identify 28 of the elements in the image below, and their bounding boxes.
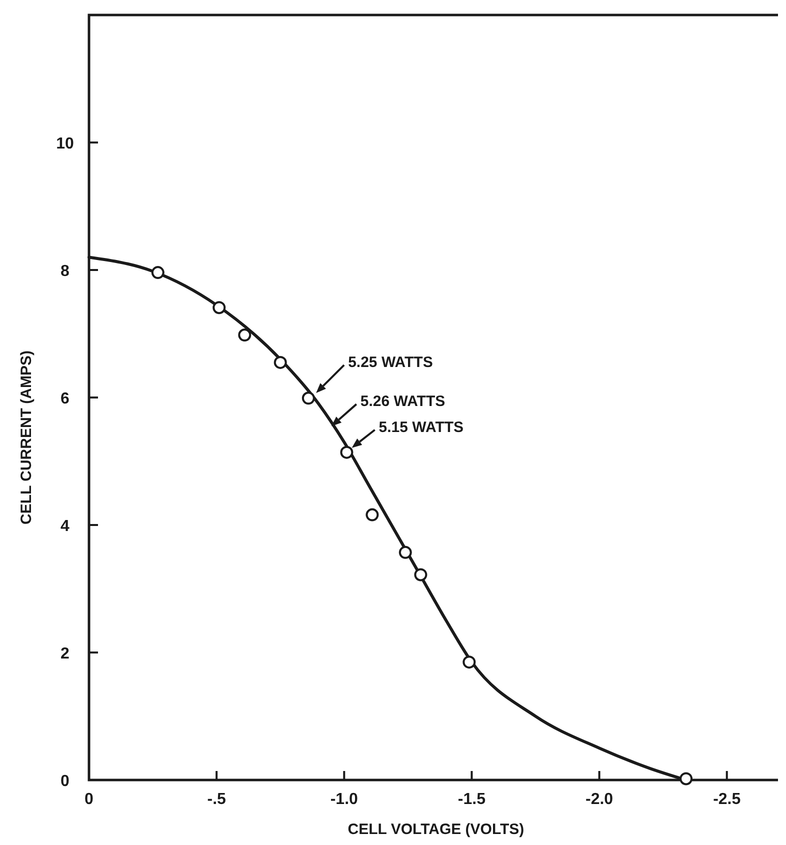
point xyxy=(302,392,315,405)
point xyxy=(212,301,226,314)
y-axis-title: CELL CURRENT (AMPS) xyxy=(18,350,35,524)
point xyxy=(238,328,252,342)
point xyxy=(340,446,354,459)
point xyxy=(680,772,693,786)
point xyxy=(462,656,476,669)
point xyxy=(151,266,164,280)
x-tick-label: -1.0 xyxy=(330,791,358,808)
annotation: 5.25 WATTS xyxy=(348,354,433,372)
x-axis-title: CELL VOLTAGE (VOLTS) xyxy=(348,821,524,838)
x-tick-label: 0 xyxy=(84,791,94,808)
annotation: 5.26 WATTS xyxy=(360,393,446,410)
y-tick-label: 2 xyxy=(60,646,70,662)
y-tick-label: 8 xyxy=(60,263,70,280)
point xyxy=(398,546,412,559)
y-tick-label: 10 xyxy=(56,136,74,152)
annotation: 5.15 WATTS xyxy=(378,418,464,436)
x-tick-label: -2.5 xyxy=(713,791,741,808)
point xyxy=(274,356,287,369)
x-tick-label: -1.5 xyxy=(458,791,486,808)
y-tick-label: 4 xyxy=(60,518,70,535)
point xyxy=(414,568,428,582)
point xyxy=(366,508,379,522)
x-tick-label: -.5 xyxy=(207,791,226,808)
y-tick-label: 6 xyxy=(60,390,70,408)
y-tick-label: 0 xyxy=(60,773,70,790)
x-tick-label: -2.0 xyxy=(586,791,614,808)
